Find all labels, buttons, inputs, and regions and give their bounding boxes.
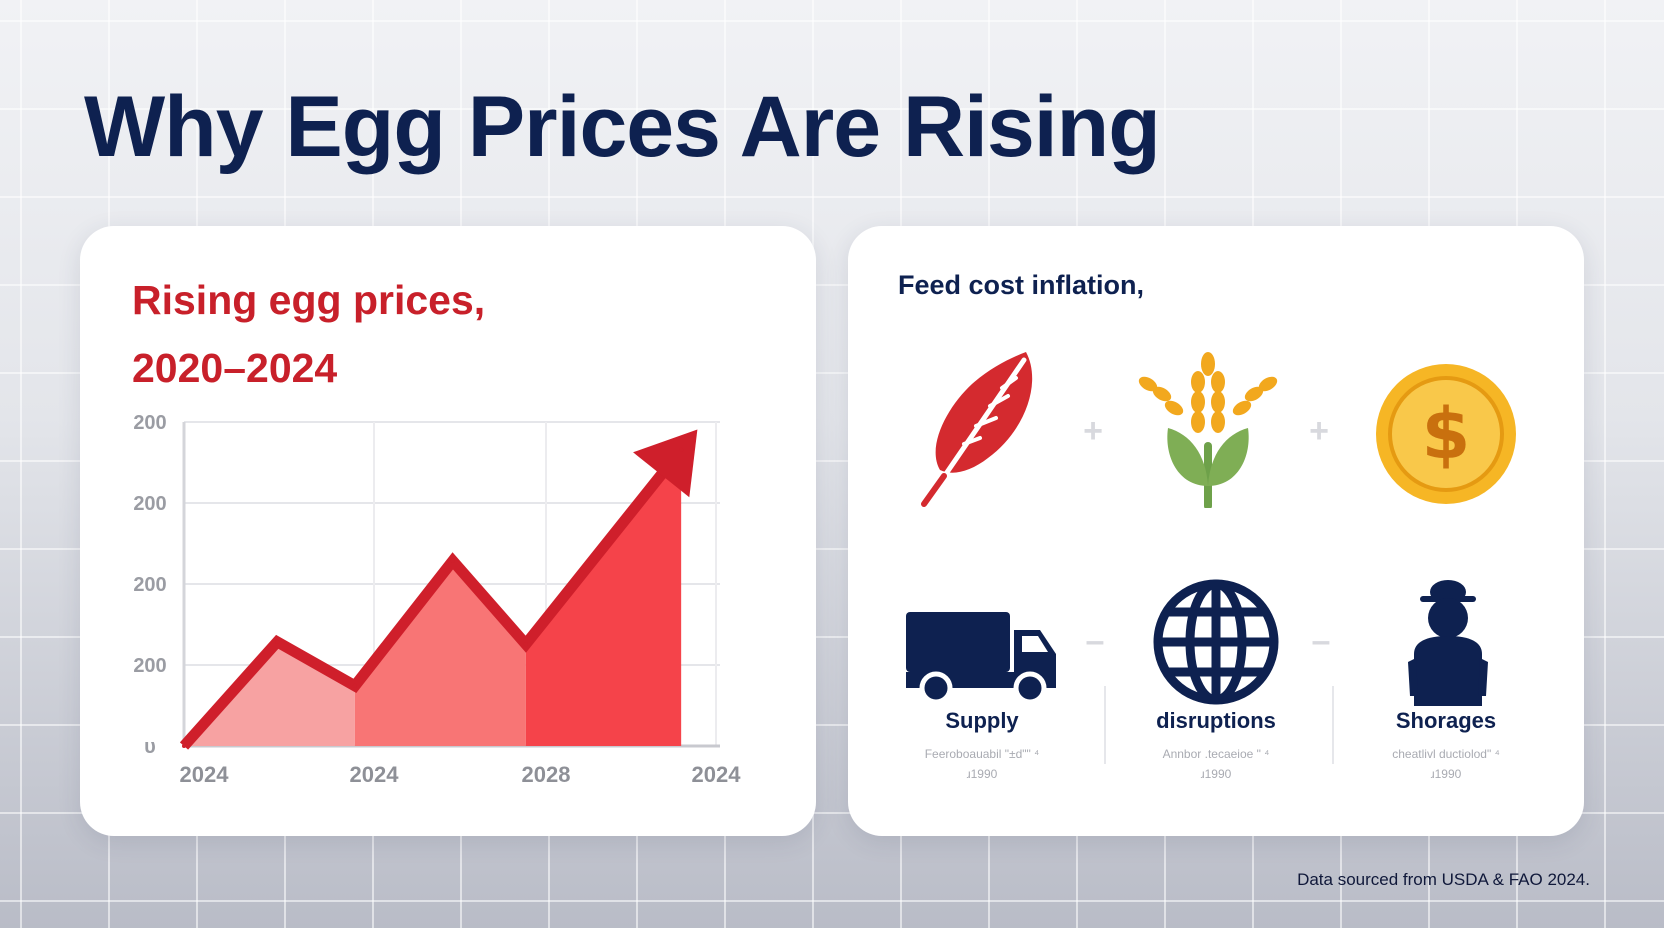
- source-note: Data sourced from USDA & FAO 2024.: [1297, 870, 1590, 889]
- trend-arrowhead: [633, 429, 698, 498]
- price-trend-line: [179, 446, 686, 750]
- cause-note-disruptions-line-2: ɹ1990: [1200, 767, 1232, 781]
- cause-label-shortages: Shorages: [1395, 708, 1497, 733]
- x-tick-label: 2024: [350, 762, 400, 787]
- chart-title-line-1: Rising egg prices,: [132, 277, 486, 323]
- chart-title: Rising egg prices, 2020–2024: [132, 266, 485, 402]
- x-tick-label: 2024: [692, 762, 742, 787]
- cause-note-shortages: cheatlivl ductiolod" ⁴ ɹ1990: [1336, 744, 1556, 784]
- price-area-chart: 200 200 200 200 υ 2024 2024 2028 2024: [133, 412, 742, 787]
- cause-note-shortages-line-2: ɹ1990: [1430, 767, 1462, 781]
- cause-note-supply: Feeroboauabil "±d"" ⁴ ɹ1990: [872, 744, 1092, 784]
- feed-cost-title: Feed cost inflation,: [898, 270, 1145, 300]
- dollar-coin-icon: $: [1376, 364, 1516, 504]
- x-tick-label: 2024: [180, 762, 230, 787]
- data-point: [523, 642, 528, 647]
- column-divider-2: [1332, 686, 1334, 764]
- cause-note-supply-line-1: Feeroboauabil "±d"" ⁴: [924, 747, 1040, 761]
- minus-operator-1: –: [1085, 622, 1105, 660]
- cause-note-disruptions: Annbor .tecaeioe " ⁴ ɹ1990: [1106, 744, 1326, 784]
- y-tick-label: υ: [144, 736, 156, 758]
- cause-note-supply-line-2: ɹ1990: [966, 767, 998, 781]
- minus-operator-2: –: [1311, 622, 1331, 660]
- y-tick-label: 200: [133, 574, 166, 596]
- data-point: [679, 447, 684, 452]
- chart-title-line-2: 2020–2024: [132, 345, 338, 391]
- y-tick-label: 200: [133, 493, 166, 515]
- cause-label-supply: Supply: [945, 708, 1019, 733]
- globe-icon: [1153, 579, 1279, 705]
- plus-operator-1: +: [1083, 412, 1103, 450]
- wheat-icon: [1138, 352, 1278, 508]
- price-chart-card: 200 200 200 200 υ 2024 2024 2028 2024 Rising egg…: [80, 226, 816, 836]
- data-point: [352, 683, 357, 688]
- plus-operator-2: +: [1309, 412, 1329, 450]
- cause-note-shortages-line-1: cheatlivl ductiolod" ⁴: [1392, 747, 1500, 761]
- y-tick-label: 200: [133, 412, 166, 434]
- data-point: [275, 639, 280, 644]
- data-point: [450, 558, 455, 563]
- page-title: Why Egg Prices Are Rising: [84, 79, 1161, 175]
- worker-icon: [1408, 580, 1488, 706]
- y-tick-label: 200: [133, 655, 166, 677]
- cause-label-disruptions: disruptions: [1156, 708, 1276, 733]
- causes-card: Feed cost inflation, + +: [848, 226, 1584, 836]
- area-segment-mid: [354, 560, 526, 746]
- cause-note-disruptions-line-1: Annbor .tecaeioe " ⁴: [1162, 747, 1270, 761]
- area-segment-dark: [525, 449, 682, 746]
- x-tick-label: 2028: [522, 762, 571, 787]
- svg-text:$: $: [1422, 393, 1471, 475]
- truck-icon: [906, 612, 1056, 705]
- column-divider-1: [1104, 686, 1106, 764]
- feather-icon: [921, 352, 1033, 507]
- data-point: [182, 744, 186, 748]
